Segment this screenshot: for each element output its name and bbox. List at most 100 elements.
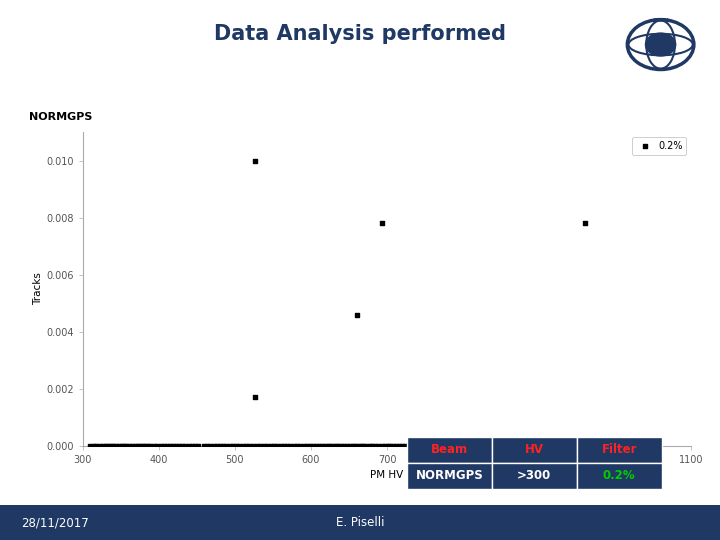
Point <box>610 441 621 450</box>
Point <box>240 441 252 450</box>
Point <box>289 441 300 450</box>
Point <box>387 441 399 450</box>
Point <box>420 441 432 450</box>
Point <box>595 441 606 450</box>
Text: E. Piselli: E. Piselli <box>336 516 384 529</box>
Point <box>446 441 457 450</box>
Point <box>619 441 631 450</box>
Point <box>261 441 273 450</box>
Point <box>294 441 306 450</box>
Point <box>390 441 402 450</box>
Point <box>482 441 493 450</box>
Point <box>602 441 613 450</box>
Point <box>89 441 100 450</box>
Point <box>243 441 255 450</box>
Point <box>316 441 328 450</box>
Point <box>313 441 325 450</box>
Point <box>137 441 148 450</box>
Point <box>305 441 316 450</box>
Point <box>113 441 125 450</box>
Point <box>412 441 423 450</box>
Point <box>91 441 102 450</box>
Point <box>545 441 557 450</box>
Point <box>189 441 200 450</box>
Point <box>176 441 188 450</box>
Point <box>361 441 372 450</box>
Point <box>356 441 367 450</box>
Text: 28/11/2017: 28/11/2017 <box>22 516 89 529</box>
Point <box>186 441 197 450</box>
Point <box>204 441 215 450</box>
Point <box>284 441 296 450</box>
Point <box>100 441 112 450</box>
Point <box>220 441 232 450</box>
Point <box>477 441 489 450</box>
Point <box>107 441 119 450</box>
Point <box>120 441 132 450</box>
Point <box>432 441 444 450</box>
Point <box>497 441 508 450</box>
Point <box>406 441 418 450</box>
Point <box>622 441 634 450</box>
Point <box>344 441 356 450</box>
Point <box>330 441 342 450</box>
Point <box>208 441 220 450</box>
Point <box>494 441 505 450</box>
Point <box>158 441 170 450</box>
Point <box>174 441 185 450</box>
Point <box>250 393 261 401</box>
Point <box>102 441 114 450</box>
Point <box>487 441 499 450</box>
Point <box>507 441 518 450</box>
Point <box>227 441 238 450</box>
Text: Data Analysis performed: Data Analysis performed <box>214 24 506 44</box>
Point <box>393 441 405 450</box>
Text: NORMGPS: NORMGPS <box>415 469 483 482</box>
Point <box>376 441 387 450</box>
Point <box>541 441 552 450</box>
Point <box>384 441 396 450</box>
Point <box>254 441 266 450</box>
Circle shape <box>645 33 675 56</box>
Text: 0.2%: 0.2% <box>603 469 636 482</box>
Point <box>462 441 473 450</box>
Point <box>265 441 276 450</box>
Point <box>338 441 350 450</box>
Point <box>513 441 525 450</box>
Point <box>435 441 446 450</box>
Point <box>372 441 384 450</box>
Point <box>402 441 414 450</box>
Text: NORMGPS: NORMGPS <box>29 111 92 122</box>
Point <box>425 441 436 450</box>
Point <box>129 441 140 450</box>
Point <box>351 310 362 319</box>
Point <box>349 441 361 450</box>
Point <box>302 441 313 450</box>
Point <box>598 441 610 450</box>
Point <box>567 441 578 450</box>
Point <box>580 441 591 450</box>
Point <box>199 441 210 450</box>
Point <box>592 441 603 450</box>
Point <box>570 441 581 450</box>
Point <box>468 441 480 450</box>
Point <box>94 441 105 450</box>
Point <box>171 441 182 450</box>
Point <box>341 441 353 450</box>
Point <box>164 441 176 450</box>
Point <box>271 441 283 450</box>
Point <box>503 441 514 450</box>
Point <box>382 441 394 450</box>
Point <box>150 441 162 450</box>
Point <box>465 441 477 450</box>
Point <box>328 441 339 450</box>
Point <box>415 441 426 450</box>
Point <box>123 441 135 450</box>
Y-axis label: Tracks: Tracks <box>33 273 43 305</box>
Point <box>118 441 130 450</box>
Point <box>410 441 421 450</box>
Point <box>336 441 347 450</box>
X-axis label: PM HV: PM HV <box>370 470 404 480</box>
Point <box>616 441 628 450</box>
Point <box>577 441 588 450</box>
